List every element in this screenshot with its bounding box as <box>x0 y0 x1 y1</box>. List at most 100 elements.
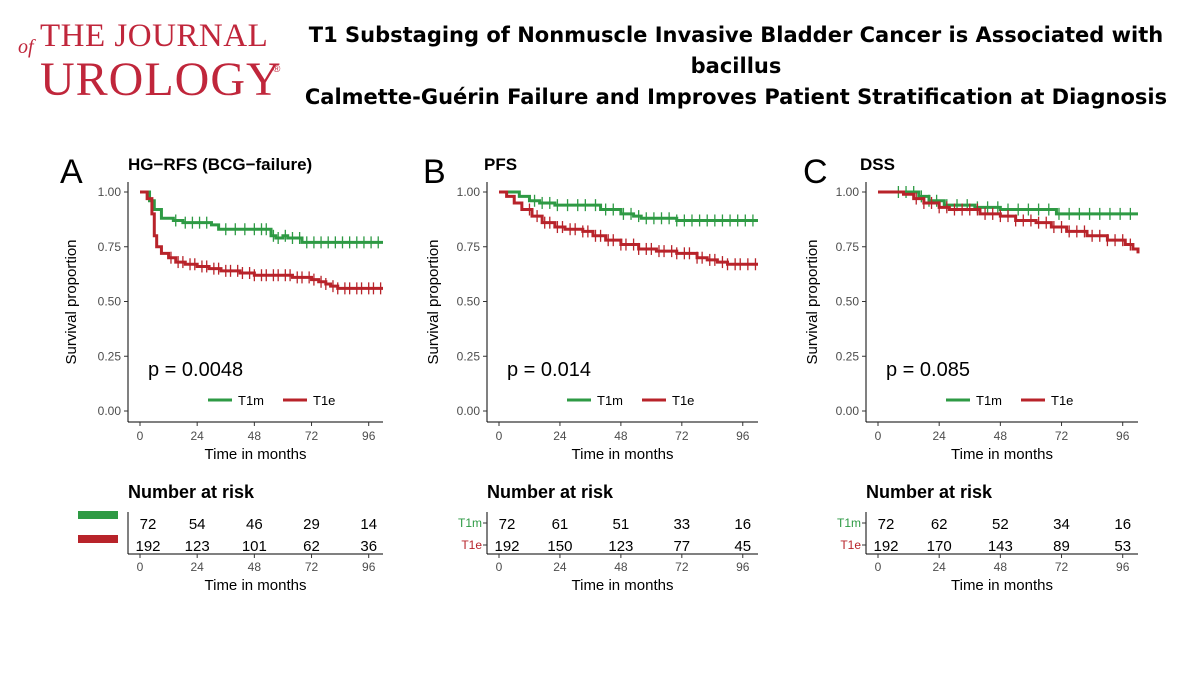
km-panel-b: B PFS 0.00 0.25 0.50 0.75 1.00 0 24 48 72 96 Time in… <box>423 153 758 594</box>
risk-row-label-t1e: T1e <box>840 538 861 552</box>
risk-x-tick-label: 72 <box>675 560 689 574</box>
risk-x-tick-label: 48 <box>248 560 262 574</box>
legend-label-t1m: T1m <box>976 393 1002 408</box>
y-tick-label: 1.00 <box>836 185 860 199</box>
risk-x-tick-label: 0 <box>137 560 144 574</box>
journal-logo: of THE JOURNAL UROLOGY ® <box>18 14 281 106</box>
risk-x-tick-label: 96 <box>736 560 750 574</box>
risk-count-t1m: 54 <box>189 516 206 533</box>
legend-label-t1e: T1e <box>1051 393 1073 408</box>
risk-table-title: Number at risk <box>128 482 255 502</box>
p-value: p = 0.085 <box>886 359 970 381</box>
risk-count-t1m: 29 <box>303 516 320 533</box>
survival-curve-t1e <box>499 190 758 266</box>
risk-count-t1m: 34 <box>1053 516 1070 533</box>
panel-letter: A <box>60 153 83 191</box>
logo-of: of <box>18 36 34 58</box>
risk-row-swatch-t1m <box>78 511 118 519</box>
y-axis-label: Survival proportion <box>63 239 80 364</box>
risk-count-t1e: 192 <box>873 538 898 555</box>
risk-x-tick-label: 96 <box>1116 560 1130 574</box>
risk-x-axis-label: Time in months <box>205 577 307 594</box>
article-title-line-2: Calmette-Guérin Failure and Improves Pat… <box>304 85 1168 109</box>
panel-letter: C <box>803 153 828 191</box>
panel-letter: B <box>423 153 446 191</box>
logo-urology: UROLOGY <box>40 53 282 106</box>
risk-x-tick-label: 96 <box>362 560 376 574</box>
risk-count-t1e: 53 <box>1114 538 1131 555</box>
panel-title: HG−RFS (BCG−failure) <box>128 155 312 174</box>
risk-count-t1e: 150 <box>547 538 572 555</box>
risk-count-t1m: 72 <box>140 516 157 533</box>
x-tick-label: 48 <box>248 429 262 443</box>
risk-count-t1m: 16 <box>1114 516 1131 533</box>
risk-x-tick-label: 24 <box>190 560 204 574</box>
y-tick-label: 0.50 <box>98 295 122 309</box>
risk-table-title: Number at risk <box>487 482 614 502</box>
y-axis-label: Survival proportion <box>804 239 821 364</box>
risk-x-tick-label: 72 <box>1055 560 1069 574</box>
logo-the-journal: THE JOURNAL <box>40 18 269 54</box>
x-axis-label: Time in months <box>205 446 307 463</box>
panel-title: DSS <box>860 155 895 174</box>
y-tick-label: 0.25 <box>457 349 481 363</box>
logo-registered-mark: ® <box>273 64 281 75</box>
p-value: p = 0.0048 <box>148 359 243 381</box>
article-title-line-1: T1 Substaging of Nonmuscle Invasive Blad… <box>308 23 1164 78</box>
risk-x-axis-label: Time in months <box>951 577 1053 594</box>
y-tick-label: 0.00 <box>836 404 860 418</box>
x-tick-label: 24 <box>190 429 204 443</box>
panel-title: PFS <box>484 155 517 174</box>
risk-count-t1m: 33 <box>673 516 690 533</box>
risk-x-tick-label: 0 <box>875 560 882 574</box>
risk-count-t1e: 192 <box>494 538 519 555</box>
legend-label-t1e: T1e <box>672 393 694 408</box>
risk-count-t1m: 72 <box>499 516 516 533</box>
survival-curve-t1e <box>878 190 1140 254</box>
x-axis-label: Time in months <box>572 446 674 463</box>
risk-count-t1m: 51 <box>613 516 630 533</box>
risk-count-t1e: 170 <box>927 538 952 555</box>
risk-count-t1m: 16 <box>734 516 751 533</box>
y-tick-label: 1.00 <box>457 185 481 199</box>
risk-row-swatch-t1e <box>78 535 118 543</box>
survival-curve-t1m <box>499 190 758 222</box>
risk-x-tick-label: 48 <box>614 560 628 574</box>
risk-count-t1e: 101 <box>242 538 267 555</box>
risk-x-tick-label: 24 <box>932 560 946 574</box>
x-tick-label: 96 <box>1116 429 1130 443</box>
risk-count-t1m: 72 <box>878 516 895 533</box>
x-axis-label: Time in months <box>951 446 1053 463</box>
y-tick-label: 0.50 <box>457 295 481 309</box>
survival-curve-t1m <box>878 190 1138 216</box>
x-tick-label: 48 <box>994 429 1008 443</box>
legend-label-t1m: T1m <box>597 393 623 408</box>
x-tick-label: 72 <box>675 429 689 443</box>
article-title: T1 Substaging of Nonmuscle Invasive Blad… <box>286 20 1186 113</box>
y-axis-label: Survival proportion <box>425 239 442 364</box>
x-tick-label: 0 <box>875 429 882 443</box>
risk-count-t1m: 46 <box>246 516 263 533</box>
risk-count-t1e: 62 <box>303 538 320 555</box>
risk-count-t1e: 77 <box>673 538 690 555</box>
risk-count-t1m: 61 <box>552 516 569 533</box>
risk-count-t1e: 123 <box>185 538 210 555</box>
risk-count-t1e: 123 <box>608 538 633 555</box>
legend-label-t1m: T1m <box>238 393 264 408</box>
risk-count-t1m: 52 <box>992 516 1009 533</box>
x-tick-label: 0 <box>496 429 503 443</box>
y-tick-label: 0.25 <box>836 349 860 363</box>
x-tick-label: 96 <box>362 429 376 443</box>
km-panel-c: C DSS 0.00 0.25 0.50 0.75 1.00 0 24 48 72 96 Time in… <box>803 153 1140 594</box>
risk-count-t1m: 14 <box>360 516 377 533</box>
y-tick-label: 0.25 <box>98 349 122 363</box>
y-tick-label: 0.75 <box>836 240 860 254</box>
risk-count-t1e: 36 <box>360 538 377 555</box>
risk-x-tick-label: 72 <box>305 560 319 574</box>
y-tick-label: 0.75 <box>98 240 122 254</box>
x-tick-label: 72 <box>305 429 319 443</box>
y-tick-label: 1.00 <box>98 185 122 199</box>
x-tick-label: 48 <box>614 429 628 443</box>
risk-count-t1e: 143 <box>988 538 1013 555</box>
